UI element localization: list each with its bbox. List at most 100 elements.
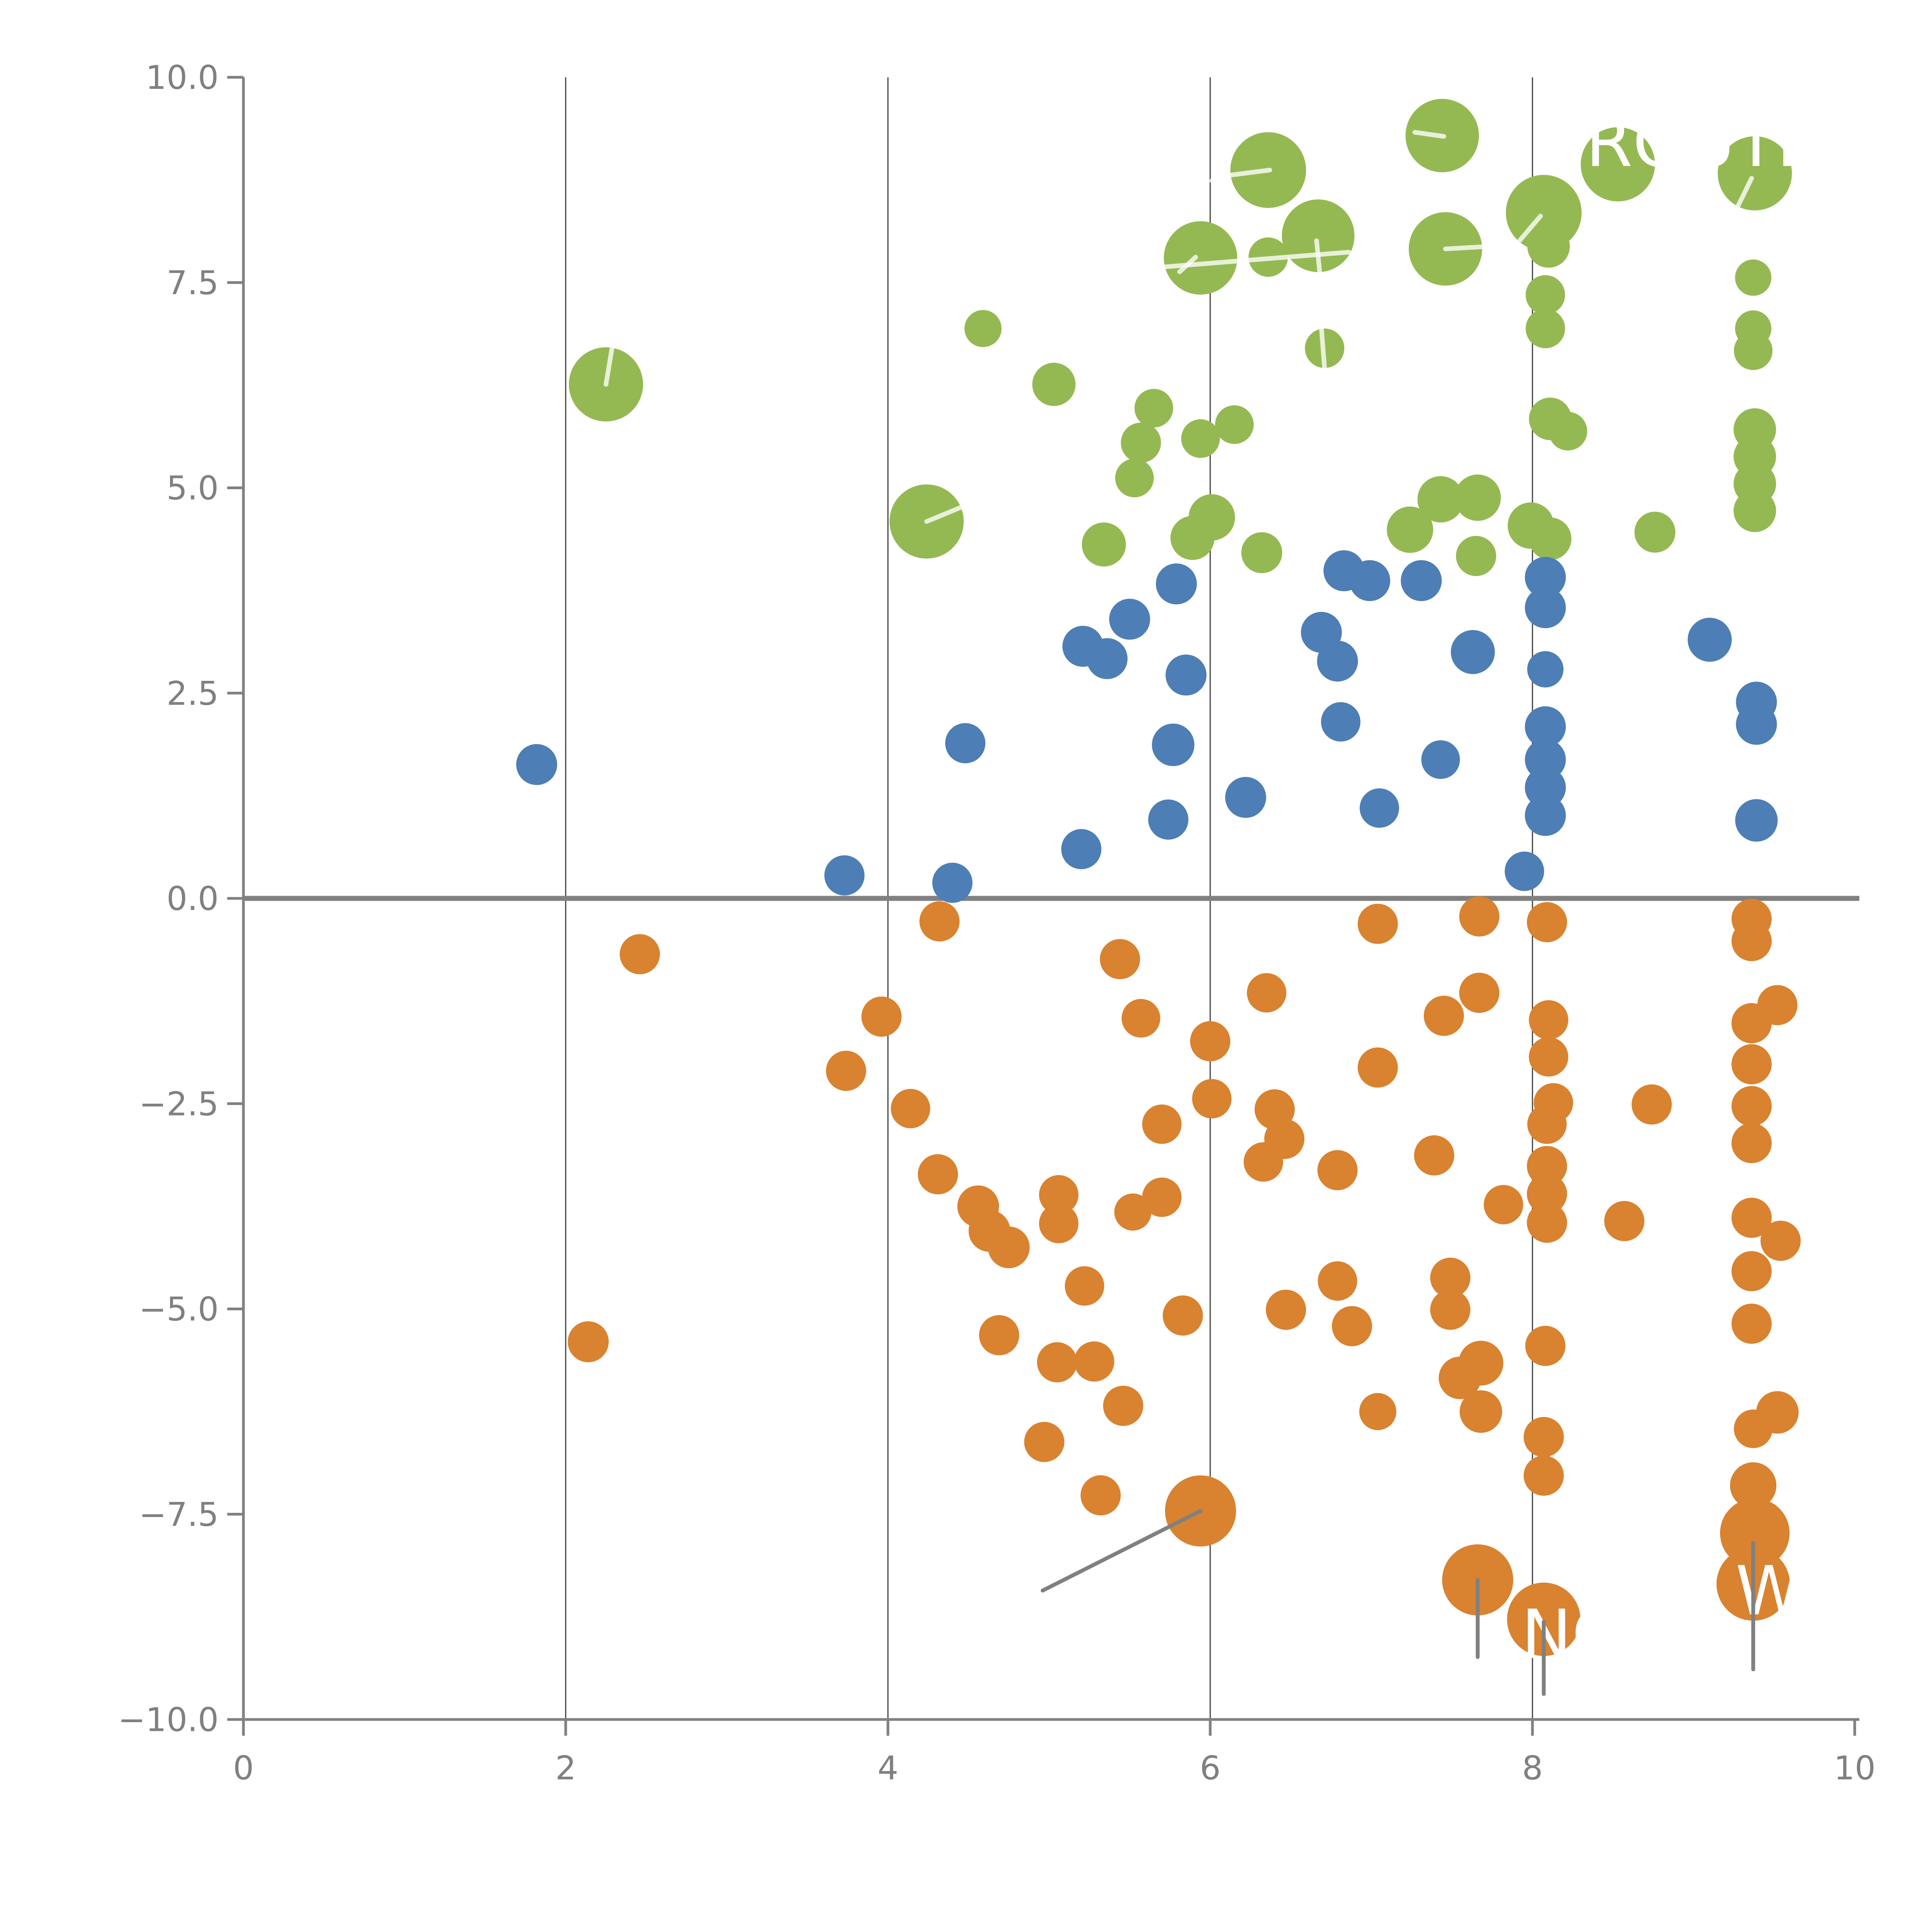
data-point-orange-56 bbox=[1527, 1146, 1567, 1186]
y-tick-label-5.0: 5.0 bbox=[167, 469, 219, 508]
data-point-orange-38 bbox=[1359, 1393, 1396, 1430]
y-tick-label-−2.5: −2.5 bbox=[139, 1085, 219, 1123]
data-point-green-19 bbox=[1527, 225, 1570, 268]
white-leader-line-5 bbox=[1314, 238, 1322, 275]
data-point-blue-6 bbox=[1156, 563, 1197, 605]
data-point-blue-7 bbox=[1109, 599, 1150, 640]
data-point-green-7 bbox=[1181, 419, 1220, 458]
data-point-orange-3 bbox=[861, 997, 902, 1037]
data-point-orange-5 bbox=[918, 1154, 958, 1194]
data-point-orange-36 bbox=[1357, 903, 1398, 944]
data-point-orange-21 bbox=[1190, 1021, 1230, 1061]
white-leader-line-9 bbox=[1517, 214, 1543, 243]
data-point-orange-67 bbox=[1731, 1003, 1772, 1043]
data-point-blue-16 bbox=[1317, 640, 1358, 682]
data-point-orange-52 bbox=[1529, 1000, 1568, 1040]
data-point-green-37 bbox=[1387, 506, 1434, 553]
annotation-label-1: NODE bbox=[1521, 1596, 1720, 1674]
data-point-orange-37 bbox=[1357, 1047, 1398, 1088]
data-point-orange-16 bbox=[1103, 1386, 1143, 1426]
white-leader-line-0 bbox=[604, 343, 615, 387]
data-point-blue-20 bbox=[1401, 560, 1442, 601]
data-point-orange-33 bbox=[1317, 1150, 1358, 1190]
data-point-green-3 bbox=[1032, 362, 1076, 406]
data-point-blue-29 bbox=[1525, 795, 1566, 836]
data-point-orange-12 bbox=[1037, 1342, 1077, 1383]
data-point-green-5 bbox=[1121, 422, 1161, 463]
data-point-orange-29 bbox=[1247, 973, 1286, 1013]
data-point-orange-48 bbox=[1459, 973, 1500, 1013]
data-point-orange-26 bbox=[1142, 1177, 1182, 1217]
data-point-green-20 bbox=[1526, 275, 1565, 315]
gray-leader-line-3 bbox=[1041, 1509, 1202, 1593]
data-point-orange-42 bbox=[1430, 1289, 1471, 1330]
data-point-green-41 bbox=[1634, 512, 1675, 553]
data-point-orange-0 bbox=[619, 934, 660, 975]
data-point-blue-33 bbox=[1735, 799, 1778, 842]
x-tick-label-0: 0 bbox=[233, 1749, 254, 1787]
data-point-orange-27 bbox=[1065, 1266, 1104, 1306]
data-point-blue-3 bbox=[945, 723, 986, 764]
data-point-blue-21 bbox=[1451, 630, 1495, 674]
data-point-orange-34 bbox=[1318, 1261, 1357, 1301]
data-point-orange-44 bbox=[1458, 1340, 1503, 1386]
y-tick-label-10.0: 10.0 bbox=[146, 59, 219, 97]
data-point-orange-68 bbox=[1731, 1044, 1772, 1085]
data-point-orange-39 bbox=[1414, 1135, 1454, 1176]
data-point-orange-60 bbox=[1524, 1417, 1564, 1457]
white-leader-line-6 bbox=[1412, 130, 1446, 139]
y-tick-label-−7.5: −7.5 bbox=[139, 1496, 219, 1534]
data-point-blue-14 bbox=[1349, 560, 1390, 601]
data-point-blue-25 bbox=[1527, 651, 1564, 688]
annotation-label-2: WAY bbox=[1735, 1552, 1881, 1631]
data-point-orange-47 bbox=[1459, 896, 1500, 937]
y-tick-label-−5.0: −5.0 bbox=[139, 1291, 219, 1329]
data-point-orange-31 bbox=[1264, 1119, 1304, 1159]
data-point-orange-35 bbox=[1332, 1306, 1372, 1347]
data-point-green-31 bbox=[1082, 522, 1126, 567]
white-leader-line-10 bbox=[1735, 176, 1754, 210]
data-point-orange-40 bbox=[1423, 995, 1464, 1036]
data-point-blue-22 bbox=[1505, 851, 1544, 891]
white-leader-lines bbox=[604, 130, 1754, 524]
data-points-layer bbox=[516, 99, 1801, 1656]
data-point-orange-14 bbox=[1080, 1475, 1121, 1515]
data-point-blue-4 bbox=[1061, 829, 1102, 869]
data-point-blue-9 bbox=[1087, 638, 1128, 679]
data-point-orange-18 bbox=[1142, 1104, 1182, 1144]
data-point-green-2 bbox=[964, 310, 1002, 347]
data-point-orange-32 bbox=[1265, 1289, 1306, 1330]
data-point-orange-70 bbox=[1731, 1123, 1772, 1163]
data-point-orange-9 bbox=[988, 1226, 1030, 1269]
data-point-orange-53 bbox=[1529, 1037, 1568, 1077]
data-point-orange-51 bbox=[1527, 902, 1567, 942]
data-point-orange-15 bbox=[1100, 939, 1140, 980]
data-point-green-33 bbox=[1170, 516, 1215, 560]
data-point-orange-50 bbox=[1507, 1582, 1581, 1656]
data-point-orange-65 bbox=[1731, 921, 1772, 961]
data-point-blue-2 bbox=[932, 862, 973, 903]
data-point-orange-73 bbox=[1731, 1251, 1772, 1291]
x-tick-label-10: 10 bbox=[1834, 1749, 1876, 1787]
data-point-orange-23 bbox=[1039, 1175, 1079, 1215]
data-point-green-34 bbox=[1241, 532, 1282, 573]
white-leader-line-7 bbox=[1443, 244, 1492, 252]
data-point-orange-11 bbox=[1024, 1422, 1065, 1462]
data-point-orange-49 bbox=[1483, 1185, 1523, 1225]
data-point-orange-69 bbox=[1731, 1086, 1772, 1126]
data-point-orange-2 bbox=[826, 1051, 866, 1091]
data-point-blue-30 bbox=[1687, 617, 1732, 662]
data-point-green-38 bbox=[1456, 536, 1497, 576]
x-tick-label-6: 6 bbox=[1200, 1749, 1221, 1787]
data-point-orange-58 bbox=[1527, 1202, 1567, 1243]
data-point-orange-25 bbox=[1114, 1193, 1151, 1231]
y-tick-label-7.5: 7.5 bbox=[167, 264, 219, 302]
white-leader-line-8 bbox=[1319, 325, 1327, 371]
data-point-blue-11 bbox=[1152, 723, 1195, 766]
y-tick-label-0.0: 0.0 bbox=[167, 880, 219, 918]
data-point-green-24 bbox=[1734, 331, 1773, 370]
data-point-green-21 bbox=[1526, 309, 1565, 349]
